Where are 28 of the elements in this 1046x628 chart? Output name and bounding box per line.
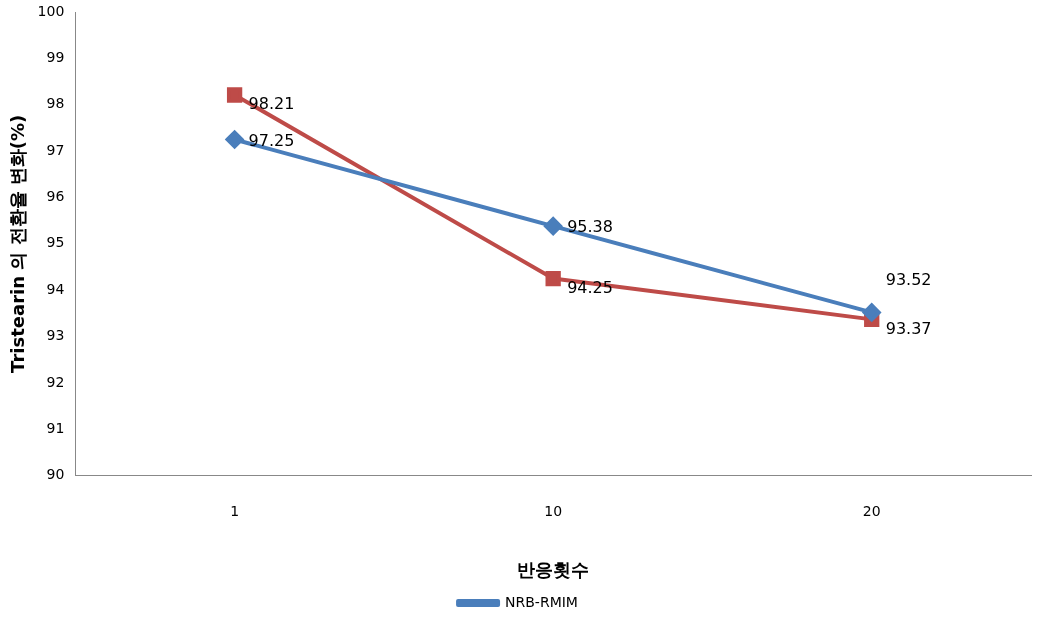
data-label: 93.37 [885,318,932,338]
data-label: 95.38 [567,217,613,237]
y-tick-label: 96 [46,188,65,205]
y-tick-label: 97 [46,141,65,158]
x-tick-label: 1 [230,502,240,519]
data-label: 98.21 [248,94,295,114]
y-tick-label: 92 [46,373,65,390]
legend-label: NRB-RMIM [505,593,578,610]
point [226,87,243,103]
y-axis-title: Tristearin 의 전환율 변화(%) [7,114,29,373]
data-label: 94.25 [567,277,613,297]
point [545,270,561,287]
data-label: 93.52 [885,269,932,289]
x-tick-label: 20 [862,502,881,519]
y-tick-label: 99 [46,49,65,65]
y-tick-label: 94 [46,280,65,297]
data-label: 97.25 [248,130,295,150]
point [544,217,563,236]
y-tick-label: 95 [46,234,65,251]
y-tick-label: 90 [46,466,65,483]
y-tick-label: 98 [46,95,65,112]
x-axis-title: 반응횟수 [517,558,590,580]
y-tick-label: 93 [46,327,65,344]
point [225,130,244,149]
y-tick-label: 91 [46,419,65,436]
point [862,303,881,322]
x-tick-label: 10 [544,502,563,519]
y-tick-label: 100 [37,2,65,19]
